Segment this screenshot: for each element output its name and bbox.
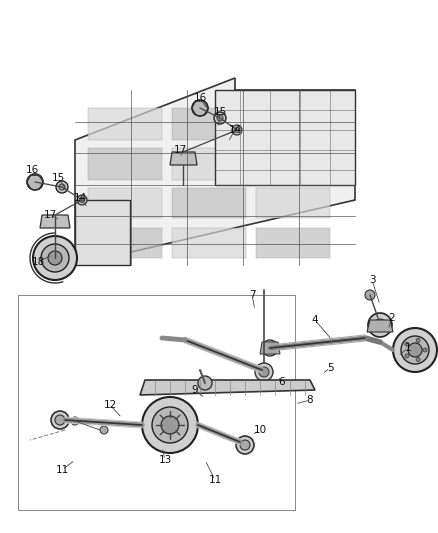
Text: 4: 4 (312, 315, 318, 325)
Circle shape (236, 436, 254, 454)
Polygon shape (367, 320, 393, 332)
Circle shape (234, 127, 240, 133)
Text: 16: 16 (193, 93, 207, 103)
Circle shape (80, 198, 85, 203)
Text: 7: 7 (249, 290, 255, 300)
Circle shape (259, 367, 269, 377)
Circle shape (408, 343, 422, 357)
Polygon shape (170, 152, 197, 165)
Circle shape (33, 236, 77, 280)
Circle shape (423, 348, 427, 352)
Polygon shape (256, 228, 330, 258)
Polygon shape (256, 148, 330, 180)
Circle shape (152, 407, 188, 443)
Text: 15: 15 (51, 173, 65, 183)
Circle shape (56, 181, 68, 193)
Circle shape (416, 358, 420, 361)
Polygon shape (260, 342, 280, 354)
Circle shape (198, 376, 212, 390)
Circle shape (368, 313, 392, 337)
Text: 9: 9 (192, 385, 198, 395)
Text: 5: 5 (327, 363, 333, 373)
Circle shape (401, 336, 429, 364)
Polygon shape (215, 90, 355, 185)
Circle shape (55, 415, 65, 425)
Text: 14: 14 (74, 193, 87, 203)
Circle shape (405, 342, 409, 346)
Text: 17: 17 (173, 145, 187, 155)
Polygon shape (172, 188, 246, 218)
Polygon shape (75, 200, 130, 265)
Text: 12: 12 (103, 400, 117, 410)
Polygon shape (172, 148, 246, 180)
Circle shape (393, 328, 437, 372)
Text: 10: 10 (254, 425, 267, 435)
Polygon shape (256, 188, 330, 218)
Polygon shape (140, 380, 315, 395)
Polygon shape (88, 148, 162, 180)
Circle shape (71, 417, 79, 425)
Text: 18: 18 (32, 257, 45, 267)
Polygon shape (88, 188, 162, 218)
Circle shape (262, 340, 278, 356)
Circle shape (232, 125, 242, 135)
Circle shape (240, 440, 250, 450)
Text: 1: 1 (405, 343, 411, 353)
Polygon shape (172, 108, 246, 140)
Text: 3: 3 (369, 275, 375, 285)
Circle shape (27, 174, 43, 190)
Text: 13: 13 (159, 455, 172, 465)
Text: 14: 14 (228, 125, 242, 135)
Circle shape (192, 100, 208, 116)
Circle shape (142, 397, 198, 453)
Text: 15: 15 (213, 107, 226, 117)
Text: 11: 11 (208, 475, 222, 485)
Circle shape (77, 195, 87, 205)
Text: 6: 6 (279, 377, 285, 387)
Circle shape (214, 112, 226, 124)
Circle shape (416, 338, 420, 343)
Text: 11: 11 (55, 465, 69, 475)
Circle shape (255, 363, 273, 381)
Text: 16: 16 (25, 165, 39, 175)
Circle shape (51, 411, 69, 429)
Circle shape (100, 426, 108, 434)
Circle shape (161, 416, 179, 434)
Polygon shape (256, 108, 330, 140)
Text: 8: 8 (307, 395, 313, 405)
Circle shape (59, 184, 65, 190)
Polygon shape (88, 228, 162, 258)
Circle shape (405, 354, 409, 358)
Polygon shape (40, 215, 70, 228)
Text: 2: 2 (389, 313, 396, 323)
Polygon shape (75, 78, 355, 265)
Polygon shape (172, 228, 246, 258)
Circle shape (217, 115, 223, 121)
Polygon shape (88, 108, 162, 140)
Circle shape (365, 290, 375, 300)
Circle shape (374, 319, 386, 331)
Text: 17: 17 (43, 210, 57, 220)
Circle shape (41, 244, 69, 272)
Circle shape (48, 251, 62, 265)
